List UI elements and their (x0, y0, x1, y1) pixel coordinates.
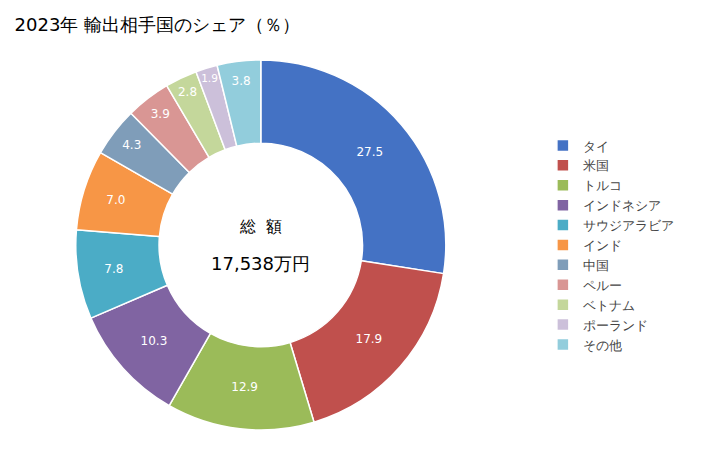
svg-text:4.3: 4.3 (122, 138, 141, 152)
svg-text:インドネシア: インドネシア (583, 198, 661, 213)
svg-text:2.8: 2.8 (178, 85, 197, 99)
svg-text:17.9: 17.9 (356, 332, 383, 346)
svg-text:中国: 中国 (583, 258, 609, 273)
svg-text:3.8: 3.8 (232, 74, 251, 88)
svg-text:トルコ: トルコ (583, 178, 622, 193)
svg-text:タイ: タイ (583, 139, 609, 154)
svg-text:12.9: 12.9 (231, 380, 258, 394)
svg-text:米国: 米国 (583, 158, 609, 173)
svg-text:その他: その他 (583, 338, 622, 353)
svg-text:2023年 輸出相手国のシェア（％）: 2023年 輸出相手国のシェア（％） (15, 14, 301, 35)
svg-text:3.9: 3.9 (151, 107, 170, 121)
svg-text:ポーランド: ポーランド (583, 318, 648, 333)
svg-text:インド: インド (583, 238, 622, 253)
svg-text:サウジアラビア: サウジアラビア (583, 218, 674, 233)
svg-text:27.5: 27.5 (356, 145, 383, 159)
svg-text:7.8: 7.8 (104, 262, 123, 276)
svg-text:17,538万円: 17,538万円 (211, 253, 310, 274)
svg-text:ペルー: ペルー (583, 278, 622, 293)
svg-text:ベトナム: ベトナム (583, 298, 635, 313)
svg-text:7.0: 7.0 (106, 193, 125, 207)
svg-text:10.3: 10.3 (141, 334, 168, 348)
svg-text:総 額: 総 額 (239, 217, 282, 236)
svg-text:1.9: 1.9 (201, 72, 218, 84)
